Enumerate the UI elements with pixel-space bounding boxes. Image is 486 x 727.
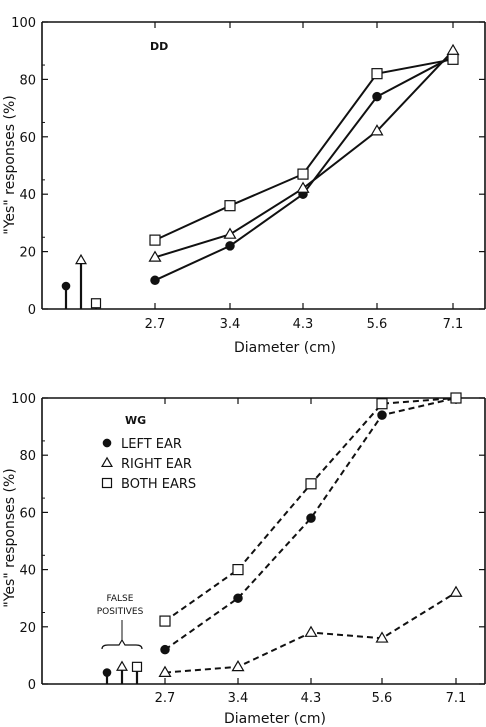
y-tick-label: 100 — [11, 16, 36, 31]
y-tick-label: 100 — [11, 392, 36, 407]
legend-marker — [101, 477, 113, 489]
legend-marker — [101, 456, 113, 468]
data-point — [371, 68, 383, 80]
y-axis-label: "Yes" responses (%) — [2, 468, 18, 608]
false-positive-marker — [90, 298, 102, 309]
data-point — [296, 181, 310, 193]
false-positive-marker — [116, 660, 128, 671]
x-tick-label: 2.7 — [145, 317, 166, 332]
panel-label: WG — [125, 414, 146, 427]
data-point — [158, 665, 172, 677]
data-point — [231, 659, 245, 672]
data-point — [447, 53, 459, 65]
y-axis-label: "Yes" responses (%) — [2, 95, 18, 235]
legend-label: BOTH EARS — [121, 477, 196, 492]
y-tick-label: 80 — [19, 73, 36, 88]
data-point — [148, 250, 162, 262]
y-tick-label: 80 — [19, 449, 36, 464]
data-point — [375, 631, 389, 643]
data-point — [159, 615, 171, 627]
data-point — [224, 200, 236, 212]
y-tick-label: 20 — [19, 621, 36, 636]
x-tick-label: 2.7 — [155, 691, 176, 706]
false-positive-marker — [75, 253, 87, 265]
false-positive-marker — [102, 668, 112, 677]
x-tick-label: 7.1 — [443, 317, 464, 332]
data-point — [372, 91, 382, 102]
x-axis-label: Diameter (cm) — [234, 340, 336, 356]
false-positive-marker — [131, 661, 143, 672]
data-point — [305, 478, 317, 490]
y-tick-label: 20 — [19, 246, 36, 261]
data-point — [449, 585, 463, 597]
data-point — [150, 275, 160, 286]
x-tick-label: 3.4 — [228, 691, 249, 706]
data-point — [297, 168, 309, 180]
y-tick-label: 40 — [19, 188, 36, 203]
legend-label: RIGHT EAR — [121, 457, 192, 472]
data-point — [160, 644, 170, 655]
x-tick-label: 4.3 — [293, 317, 314, 332]
series-line — [164, 397, 457, 651]
x-tick-label: 5.6 — [367, 317, 388, 332]
legend-label: LEFT EAR — [121, 437, 182, 452]
series-line — [154, 58, 454, 242]
y-tick-label: 0 — [28, 678, 36, 693]
data-point — [446, 43, 460, 56]
y-tick-label: 60 — [19, 131, 36, 146]
x-axis-label: Diameter (cm) — [224, 711, 326, 727]
data-point — [304, 625, 318, 637]
panel-label: DD — [150, 40, 168, 53]
x-tick-label: 4.3 — [301, 691, 322, 706]
false-positives-label: FALSE — [107, 594, 134, 604]
data-point — [376, 398, 388, 410]
data-point — [450, 392, 462, 404]
y-tick-label: 40 — [19, 564, 36, 579]
data-point — [377, 410, 387, 420]
x-tick-label: 7.1 — [446, 691, 467, 706]
data-point — [223, 227, 237, 239]
legend-marker — [102, 438, 112, 448]
data-point — [225, 241, 235, 251]
false-positive-marker — [61, 281, 71, 291]
false-positives-label: POSITIVES — [97, 607, 144, 617]
series-line — [164, 397, 457, 622]
data-point — [149, 234, 161, 246]
false-positives-bracket — [101, 638, 143, 650]
y-tick-label: 0 — [28, 303, 36, 318]
series-line — [154, 50, 454, 259]
series-line — [154, 55, 454, 282]
data-point — [233, 593, 243, 603]
data-point — [306, 513, 316, 523]
data-point — [370, 124, 384, 136]
x-tick-label: 3.4 — [220, 317, 241, 332]
data-point — [232, 563, 244, 576]
y-tick-label: 60 — [19, 506, 36, 521]
x-tick-label: 5.6 — [372, 691, 393, 706]
